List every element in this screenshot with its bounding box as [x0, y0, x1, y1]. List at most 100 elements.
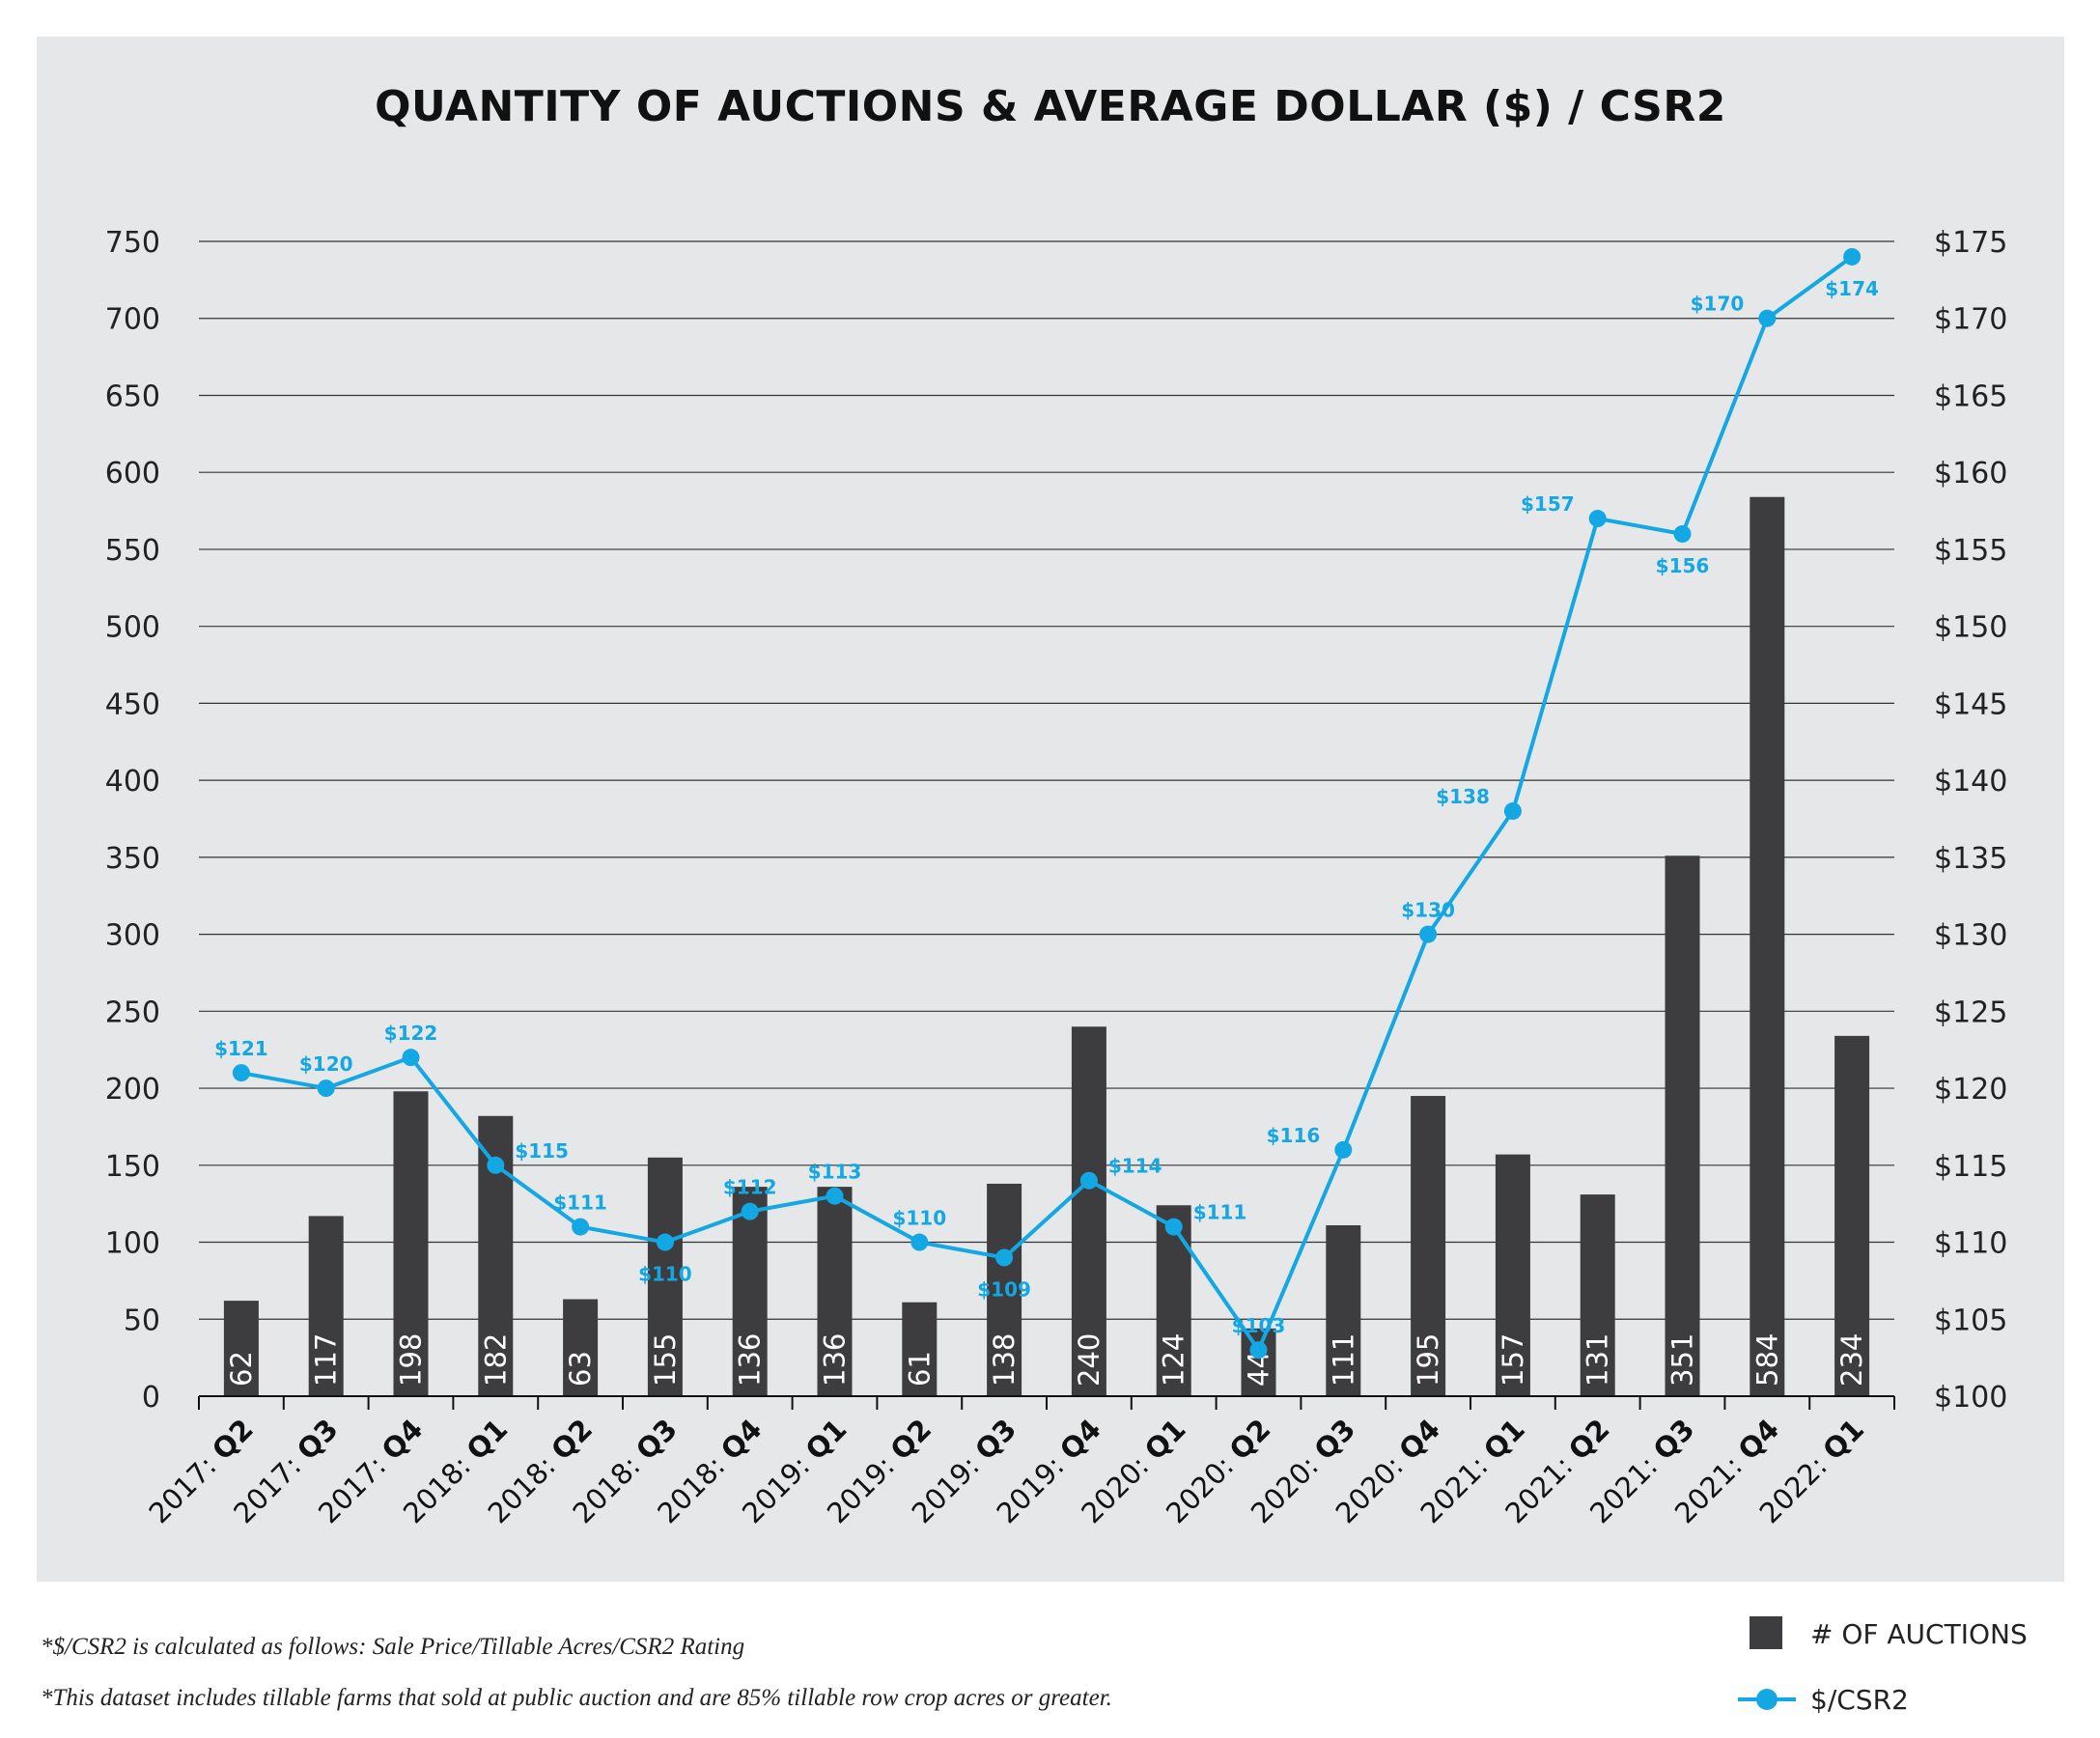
- auction-bar: [393, 1091, 429, 1396]
- csr2-value-label: $121: [214, 1037, 268, 1060]
- csr2-value-label: $138: [1436, 785, 1490, 808]
- bar-value-label: 157: [1497, 1333, 1529, 1387]
- left-tick-label: 650: [105, 379, 160, 413]
- x-tick-year: 2020:: [1245, 1444, 1331, 1530]
- x-tick-year: 2018:: [482, 1444, 569, 1530]
- csr2-point: [1588, 510, 1607, 528]
- right-tick-label: $125: [1934, 995, 2007, 1029]
- csr2-point: [995, 1248, 1014, 1267]
- csr2-value-label: $157: [1521, 492, 1575, 516]
- csr2-point: [1079, 1171, 1098, 1190]
- bar-value-label: 240: [1073, 1333, 1106, 1387]
- right-tick-label: $135: [1934, 842, 2007, 876]
- right-tick-label: $145: [1934, 687, 2007, 721]
- right-tick-label: $155: [1934, 534, 2007, 568]
- csr2-point: [1164, 1218, 1183, 1236]
- right-tick-label: $170: [1934, 303, 2007, 337]
- csr2-point: [1673, 524, 1692, 543]
- auction-bar: [1071, 1026, 1106, 1396]
- line-value-labels: $121 $120 $122 $115 $111 $110 $112 $113 $110 $109…: [214, 277, 1879, 1337]
- left-tick-label: 50: [124, 1304, 160, 1337]
- bar-value-label: 136: [819, 1333, 852, 1387]
- csr2-point: [1249, 1341, 1268, 1360]
- csr2-point: [1503, 802, 1522, 821]
- x-tick-year: 2019:: [736, 1444, 823, 1530]
- left-tick-label: 450: [105, 687, 160, 721]
- x-tick-year: 2020:: [1160, 1444, 1246, 1530]
- auction-bar: [1665, 855, 1700, 1396]
- bar-value-label: 131: [1582, 1333, 1614, 1387]
- x-tick-year: 2021:: [1498, 1444, 1585, 1530]
- bar-value-labels: 62 117 198 182 63 155 136 136 61 138 240 124 44 111 19…: [225, 1333, 1868, 1387]
- right-tick-label: $110: [1934, 1227, 2007, 1261]
- combo-chart: 0 50 100 150 200 250 300 350 400 450 500 550 600 650 7…: [105, 226, 2008, 1530]
- csr2-point: [487, 1156, 505, 1174]
- x-tick-year: 2018:: [566, 1444, 653, 1530]
- x-tick-year: 2019:: [906, 1444, 993, 1530]
- csr2-point: [232, 1064, 250, 1082]
- bar-series: [223, 496, 1870, 1396]
- csr2-value-label: $122: [384, 1022, 438, 1045]
- left-tick-label: 0: [142, 1381, 160, 1415]
- right-tick-label: $140: [1934, 765, 2007, 799]
- x-tick-year: 2018:: [397, 1444, 484, 1530]
- auction-bar: [1495, 1154, 1530, 1396]
- csr2-point: [317, 1079, 335, 1098]
- x-tick-year: 2021:: [1583, 1444, 1670, 1530]
- csr2-value-label: $113: [808, 1161, 862, 1184]
- left-tick-label: 350: [105, 842, 160, 876]
- bar-value-label: 124: [1158, 1333, 1190, 1387]
- csr2-value-label: $110: [892, 1207, 946, 1230]
- auction-bar: [1326, 1224, 1361, 1396]
- bar-value-label: 584: [1750, 1333, 1783, 1387]
- gridlines: [199, 240, 1894, 1397]
- csr2-point: [1334, 1140, 1353, 1159]
- x-tick-year: 2021:: [1668, 1444, 1755, 1530]
- csr2-value-label: $109: [977, 1277, 1031, 1301]
- left-tick-label: 100: [105, 1227, 160, 1261]
- right-axis-ticks: $100 $105 $110 $115 $120 $125 $130 $135 $140 $145…: [1934, 226, 2007, 1415]
- bar-value-label: 111: [1327, 1333, 1359, 1387]
- right-tick-label: $150: [1934, 611, 2007, 645]
- csr2-value-label: $112: [723, 1176, 777, 1199]
- bar-value-label: 198: [395, 1333, 428, 1387]
- csr2-value-label: $116: [1267, 1124, 1321, 1147]
- auction-bar: [1156, 1205, 1191, 1396]
- csr2-value-label: $111: [553, 1191, 607, 1215]
- left-tick-label: 400: [105, 765, 160, 799]
- left-tick-label: 150: [105, 1150, 160, 1184]
- left-tick-label: 600: [105, 457, 160, 491]
- bar-value-label: 138: [988, 1333, 1021, 1387]
- x-tick-year: 2019:: [821, 1444, 908, 1530]
- auction-bar: [223, 1301, 259, 1396]
- csr2-value-label: $103: [1232, 1314, 1286, 1337]
- auction-bar: [1834, 1035, 1870, 1396]
- bar-value-label: 234: [1835, 1333, 1868, 1387]
- right-tick-label: $120: [1934, 1073, 2007, 1107]
- csr2-value-label: $114: [1108, 1155, 1162, 1178]
- auction-bar: [1411, 1096, 1446, 1396]
- bar-value-label: 117: [310, 1333, 343, 1387]
- right-tick-label: $130: [1934, 919, 2007, 953]
- csr2-value-label: $130: [1401, 899, 1455, 922]
- left-tick-label: 750: [105, 226, 160, 260]
- line-series: [232, 247, 1862, 1360]
- csr2-value-label: $120: [299, 1052, 353, 1076]
- x-tick-year: 2017:: [227, 1444, 314, 1530]
- left-tick-label: 500: [105, 611, 160, 645]
- csr2-point: [1419, 925, 1438, 943]
- auction-bar: [308, 1216, 344, 1396]
- bar-value-label: 155: [649, 1333, 682, 1387]
- left-axis-ticks: 0 50 100 150 200 250 300 350 400 450 500 550 600 650 7…: [105, 226, 160, 1415]
- csr2-point: [402, 1049, 420, 1067]
- auction-bar: [1750, 496, 1785, 1396]
- x-tick-year: 2018:: [651, 1444, 738, 1530]
- right-tick-label: $165: [1934, 379, 2007, 413]
- auction-bar: [1241, 1328, 1276, 1396]
- auction-bar: [563, 1299, 599, 1396]
- footnote-formula: *$/CSR2 is calculated as follows: Sale P…: [41, 1634, 745, 1660]
- csr2-point: [910, 1233, 929, 1251]
- bar-value-label: 195: [1412, 1333, 1444, 1387]
- auction-bar: [817, 1187, 853, 1396]
